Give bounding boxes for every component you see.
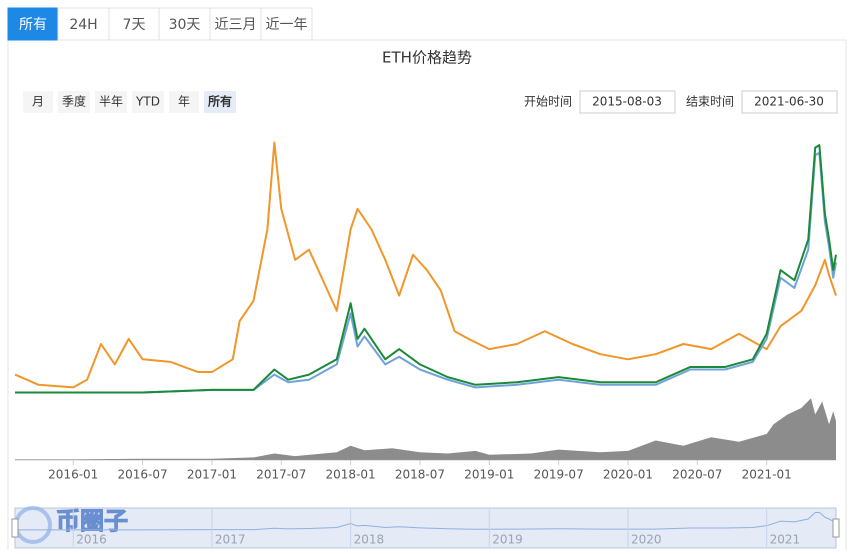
range-label[interactable]: 所有 xyxy=(208,94,232,109)
panel xyxy=(7,39,847,554)
tab[interactable] xyxy=(209,7,262,41)
tab[interactable] xyxy=(260,7,313,41)
watermark: 币圈子 xyxy=(56,507,128,535)
x-tick-label: 2018-07 xyxy=(395,468,445,482)
start-input[interactable] xyxy=(579,90,676,114)
range-button[interactable] xyxy=(169,91,199,113)
tab-label[interactable]: 30天 xyxy=(169,17,201,33)
range-button[interactable] xyxy=(23,91,53,113)
start-date[interactable]: 2015-08-03 xyxy=(592,95,662,109)
price-line xyxy=(14,141,837,389)
price-line xyxy=(15,144,837,394)
x-tick-label: 2018-01 xyxy=(326,468,376,482)
x-tick-label: 2016-01 xyxy=(48,468,98,482)
volume-area xyxy=(15,398,836,460)
chart-title: ETH价格趋势 xyxy=(382,49,472,67)
range-label[interactable]: 季度 xyxy=(62,94,86,109)
tab-label[interactable]: 所有 xyxy=(19,17,47,33)
slider-label: 2020 xyxy=(631,533,662,547)
slider-handle[interactable] xyxy=(11,518,19,538)
range-button[interactable] xyxy=(204,91,236,113)
x-tick-label: 2017-07 xyxy=(256,468,306,482)
end-input[interactable] xyxy=(741,90,838,114)
range-button[interactable] xyxy=(132,91,164,113)
end-date[interactable]: 2021-06-30 xyxy=(754,95,824,109)
slider-label: 2017 xyxy=(215,533,246,547)
range-label[interactable]: 年 xyxy=(178,95,190,109)
range-label[interactable]: 月 xyxy=(32,95,44,109)
start-label: 开始时间 xyxy=(524,95,572,109)
x-tick-label: 2017-01 xyxy=(187,468,237,482)
range-button[interactable] xyxy=(58,91,90,113)
end-label: 结束时间 xyxy=(686,95,734,109)
tab-label[interactable]: 7天 xyxy=(123,17,146,33)
slider-handle[interactable] xyxy=(832,518,840,538)
range-label[interactable]: YTD xyxy=(135,95,160,109)
x-tick-label: 2021-01 xyxy=(742,468,792,482)
slider-label: 2019 xyxy=(492,533,523,547)
x-tick-label: 2019-07 xyxy=(534,468,584,482)
slider-line xyxy=(15,511,837,531)
range-label[interactable]: 半年 xyxy=(99,95,123,109)
range-button[interactable] xyxy=(95,91,127,113)
tab[interactable] xyxy=(158,7,211,41)
x-tick-label: 2019-01 xyxy=(464,468,514,482)
tab-label[interactable]: 近一年 xyxy=(266,17,308,33)
x-tick-label: 2020-01 xyxy=(603,468,653,482)
tab-label[interactable]: 近三月 xyxy=(215,17,257,33)
slider-label: 2018 xyxy=(354,533,385,547)
x-tick-label: 2016-07 xyxy=(118,468,168,482)
tab-label[interactable]: 24H xyxy=(69,17,97,33)
slider-label: 2021 xyxy=(770,533,801,547)
x-tick-label: 2020-07 xyxy=(672,468,722,482)
slider-label: 2016 xyxy=(76,533,107,547)
